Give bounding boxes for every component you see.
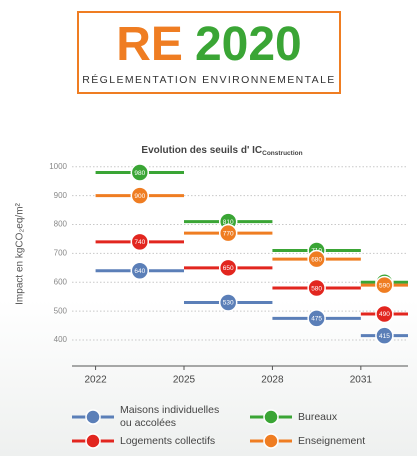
x-tick-label: 2031 xyxy=(350,375,373,386)
x-tick-label: 2028 xyxy=(261,375,284,386)
legend-label: Logements collectifs xyxy=(120,427,220,455)
legend-swatch-dot xyxy=(264,434,278,448)
logo-subtitle: RÉGLEMENTATION ENVIRONNEMENTALE xyxy=(82,73,335,86)
y-tick-label: 600 xyxy=(54,277,68,286)
x-tick-label: 2022 xyxy=(84,375,107,386)
legend-swatch-dot xyxy=(86,410,100,424)
y-tick-label: 700 xyxy=(54,249,68,258)
value-label: 980 xyxy=(134,170,145,177)
legend-label: Enseignement xyxy=(298,427,378,455)
y-tick-label: 800 xyxy=(54,220,68,229)
legend-swatch-dot xyxy=(264,410,278,424)
value-label: 650 xyxy=(223,265,234,272)
legend-item: Enseignement xyxy=(298,427,408,455)
title-sub: Construction xyxy=(262,150,302,157)
value-label: 530 xyxy=(223,300,234,307)
y-tick-label: 900 xyxy=(54,191,68,200)
value-label: 740 xyxy=(134,239,145,246)
y-axis-label: Impact en kgCO₂eq/m² xyxy=(15,202,26,304)
value-label: 900 xyxy=(134,193,145,200)
y-tick-label: 500 xyxy=(54,306,68,315)
page: RE2020 RÉGLEMENTATION ENVIRONNEMENTALE E… xyxy=(0,0,417,456)
x-tick-label: 2025 xyxy=(173,375,196,386)
title-main: Evolution des seuils d' IC xyxy=(141,145,262,156)
logo-year: 2020 xyxy=(195,18,302,71)
chart-title: Evolution des seuils d' ICConstruction xyxy=(141,145,302,157)
value-label: 475 xyxy=(311,316,322,323)
chart: RE2020 RÉGLEMENTATION ENVIRONNEMENTALE E… xyxy=(0,0,417,456)
legend-swatch-dot xyxy=(86,434,100,448)
value-label: 415 xyxy=(379,333,390,340)
logo-re: RE xyxy=(116,18,183,71)
value-label: 680 xyxy=(311,256,322,263)
y-tick-label: 1000 xyxy=(49,162,67,171)
value-label: 490 xyxy=(379,311,390,318)
value-label: 770 xyxy=(223,230,234,237)
value-label: 590 xyxy=(379,282,390,289)
legend-item: Logements collectifs xyxy=(120,427,230,455)
y-tick-label: 400 xyxy=(54,335,68,344)
value-label: 640 xyxy=(134,268,145,275)
value-label: 580 xyxy=(311,285,322,292)
